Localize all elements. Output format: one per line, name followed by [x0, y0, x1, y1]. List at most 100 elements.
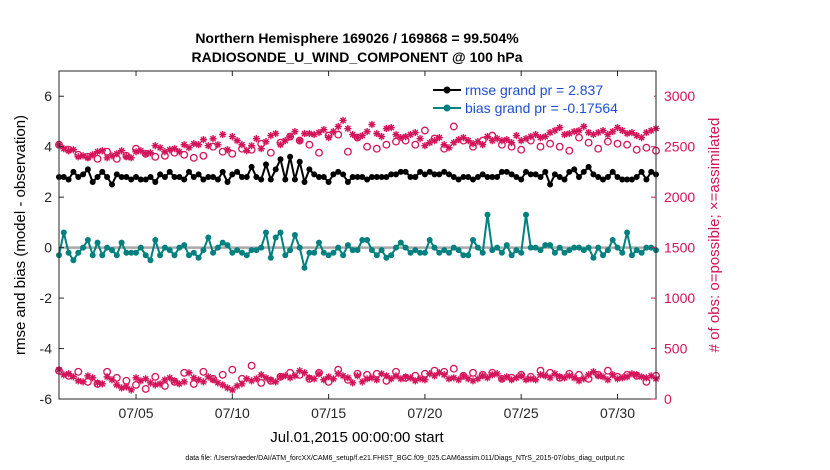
- obs-assimilated-point: [435, 369, 443, 377]
- bias-point: [186, 252, 192, 259]
- rmse-point: [470, 176, 476, 183]
- obs-assimilated-point: [281, 137, 289, 145]
- obs-assimilated-point: [89, 374, 97, 382]
- obs-possible-point: [218, 370, 227, 379]
- obs-assimilated-point: [272, 129, 280, 138]
- bias-point: [614, 244, 621, 251]
- obs-assimilated-point: [195, 141, 203, 149]
- obs-possible-point: [392, 137, 400, 146]
- rmse-point: [94, 174, 101, 180]
- obs-assimilated-point: [329, 127, 338, 136]
- y-right-tick-label: 2500: [664, 139, 695, 155]
- obs-assimilated-point: [286, 374, 294, 382]
- bias-point: [306, 249, 313, 256]
- rmse-point: [296, 158, 303, 165]
- obs-assimilated-point: [609, 127, 617, 136]
- x-tick-label: 07/10: [215, 405, 250, 421]
- bias-point: [503, 242, 510, 249]
- obs-assimilated-point: [604, 376, 612, 384]
- bias-point: [253, 247, 260, 254]
- rmse-point: [503, 168, 510, 175]
- obs-assimilated-point: [459, 372, 468, 380]
- bias-point: [133, 249, 139, 256]
- obs-assimilated-point: [195, 376, 203, 384]
- obs-assimilated-point: [647, 372, 655, 380]
- bias-point: [142, 252, 149, 259]
- obs-possible-point: [623, 140, 632, 149]
- obs-assimilated-point: [575, 377, 583, 385]
- obs-assimilated-point: [435, 134, 443, 142]
- bias-point: [316, 239, 322, 246]
- obs-assimilated-point: [185, 369, 193, 377]
- obs-assimilated-point: [556, 373, 564, 381]
- bias-point: [137, 244, 144, 251]
- obs-possible-point: [363, 142, 372, 151]
- obs-assimilated-point: [406, 374, 415, 382]
- obs-possible-point: [151, 152, 160, 161]
- obs-assimilated-point: [382, 124, 390, 133]
- y-right-tick-label: 1000: [664, 290, 695, 306]
- obs-assimilated-point: [98, 380, 106, 388]
- rmse-point: [157, 171, 164, 178]
- y-right-tick-label: 0: [664, 391, 672, 407]
- obs-assimilated-point: [209, 135, 217, 143]
- obs-assimilated-point: [570, 374, 578, 382]
- bias-point: [643, 244, 650, 251]
- bias-point: [426, 237, 433, 243]
- obs-assimilated-point: [281, 372, 289, 380]
- rmse-point: [368, 174, 375, 180]
- obs-assimilated-point: [536, 371, 545, 379]
- chart-title: Northern Hemisphere 169026 / 169868 = 99…: [195, 30, 519, 46]
- x-tick-label: 07/15: [311, 405, 346, 421]
- rmse-point: [142, 176, 149, 183]
- obs-assimilated-point: [349, 379, 357, 387]
- obs-assimilated-point: [584, 128, 593, 137]
- obs-assimilated-point: [320, 125, 328, 134]
- bias-point: [340, 252, 347, 259]
- bias-point: [407, 249, 414, 256]
- obs-assimilated-point: [464, 137, 472, 145]
- obs-assimilated-point: [161, 148, 169, 156]
- bias-point: [537, 247, 544, 254]
- bias-point: [311, 249, 318, 256]
- rmse-point: [614, 174, 621, 180]
- bias-point: [171, 252, 178, 259]
- rmse-point: [243, 174, 250, 180]
- rmse-point: [431, 171, 438, 178]
- rmse-point: [619, 176, 626, 183]
- bias-point: [393, 244, 399, 251]
- y-tick-label: 2: [44, 189, 52, 205]
- obs-possible-point: [536, 142, 545, 151]
- series-layer: [56, 153, 659, 272]
- obs-possible-point: [228, 149, 237, 158]
- obs-assimilated-point: [257, 371, 265, 379]
- obs-assimilated-point: [373, 376, 381, 384]
- rmse-point: [263, 161, 269, 168]
- legend: rmse grand pr = 2.837 bias grand pr = -0…: [428, 79, 654, 117]
- obs-assimilated-point: [180, 378, 188, 386]
- obs-assimilated-point: [618, 126, 626, 135]
- bias-point: [325, 252, 332, 259]
- y-right-tick-label: 500: [664, 341, 688, 357]
- bias-point: [123, 249, 130, 256]
- bias-point: [335, 244, 342, 251]
- rmse-point: [311, 171, 318, 178]
- obs-possible-point: [151, 372, 160, 381]
- bias-point: [75, 249, 82, 256]
- obs-possible-point: [132, 380, 140, 389]
- obs-assimilated-point: [262, 374, 270, 382]
- obs-possible-point: [642, 143, 651, 152]
- bias-point: [474, 244, 481, 251]
- bias-point: [200, 247, 207, 254]
- rmse-point: [604, 174, 611, 180]
- obs-assimilated-point: [469, 140, 477, 148]
- obs-possible-point: [305, 140, 314, 149]
- obs-assimilated-point: [170, 377, 179, 385]
- obs-possible-point: [449, 364, 458, 373]
- obs-assimilated-point: [84, 154, 92, 162]
- obs-assimilated-point: [166, 374, 174, 382]
- obs-assimilated-point: [575, 126, 583, 135]
- rmse-point: [388, 171, 395, 178]
- obs-possible-point: [247, 361, 256, 370]
- rmse-point: [239, 174, 245, 180]
